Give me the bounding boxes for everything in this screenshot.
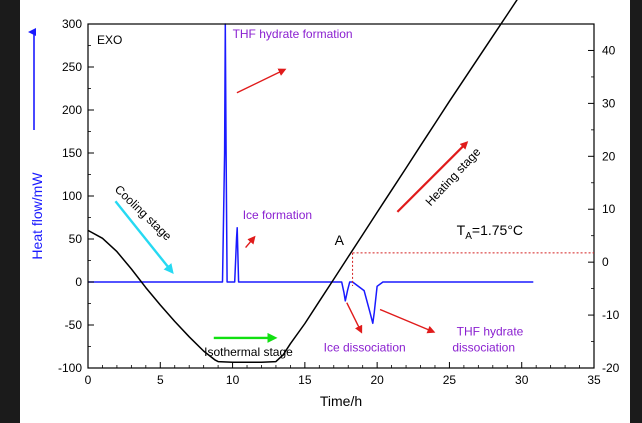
ice-formation-arrow [245,235,256,249]
heating-arrow [396,141,469,213]
cooling-arrow [114,200,174,275]
x-tick-label: 20 [370,373,384,387]
y-tick-label: -100 [58,361,82,375]
thf-formation-label: THF hydrate formation [233,27,353,41]
y-tick-label: -50 [65,318,83,332]
chart-figure: 0 5 10 15 20 25 30 35 -100 -50 0 50 100 150 200 250 300-… [20,0,630,423]
y2-tick-label: 10 [602,202,616,216]
thf-formation-arrow [236,68,287,94]
thf-dissociation-arrow [379,308,436,334]
y2-tick-label: 20 [602,149,616,163]
ice-dissociation-arrow [346,302,363,334]
y2-tick-label: -20 [602,361,620,375]
thf-dissociation-label-1: THF hydrate [457,324,524,338]
y-tick-label: 200 [62,103,82,117]
y-tick-label: 150 [62,146,82,160]
y2-tick-label: -10 [602,308,620,322]
point-a-label: A [335,232,345,248]
heat-flow-temperature-chart: 0 5 10 15 20 25 30 35-100-50050100150200250300-… [28,0,630,409]
y2-tick-label: 40 [602,43,616,57]
y-axis-title: Heat flow/mW [29,172,45,260]
axes: 0 5 10 15 20 25 30 35-100-50050100150200250300-… [28,17,630,409]
x-tick-label: 0 [85,373,92,387]
y-tick-label: 50 [69,232,83,246]
x-tick-label: 30 [515,373,529,387]
temperature-line [87,0,518,363]
x-axis-title: Time/h [320,393,362,409]
plot-area [87,0,534,363]
heat-flow-line [88,23,534,325]
ice-dissociation-label: Ice dissociation [324,341,406,355]
x-tick-label: 25 [443,373,457,387]
exo-label: EXO [97,33,122,47]
x-tick-label: 5 [157,373,164,387]
y-tick-label: 250 [62,60,82,74]
x-tick-label: 15 [298,373,312,387]
y-tick-label: 0 [75,275,82,289]
x-tick-label: 35 [587,373,601,387]
isothermal-stage-label: Isothermal stage [204,345,293,359]
y2-axis-title: Temperature/ °C [629,135,630,237]
thf-dissociation-label-2: dissociation [452,341,515,355]
y2-tick-label: 0 [602,255,609,269]
plot-frame [87,23,595,369]
x-tick-label: 10 [226,373,240,387]
y-tick-label: 300 [62,17,82,31]
ice-formation-label: Ice formation [243,208,312,222]
y-tick-label: 100 [62,189,82,203]
y2-tick-label: 30 [602,96,616,110]
ta-label: TA=1.75°C [457,222,523,242]
annotations: EXO A TA=1.75°C THF hydrate formation Ice fo… [97,27,594,359]
